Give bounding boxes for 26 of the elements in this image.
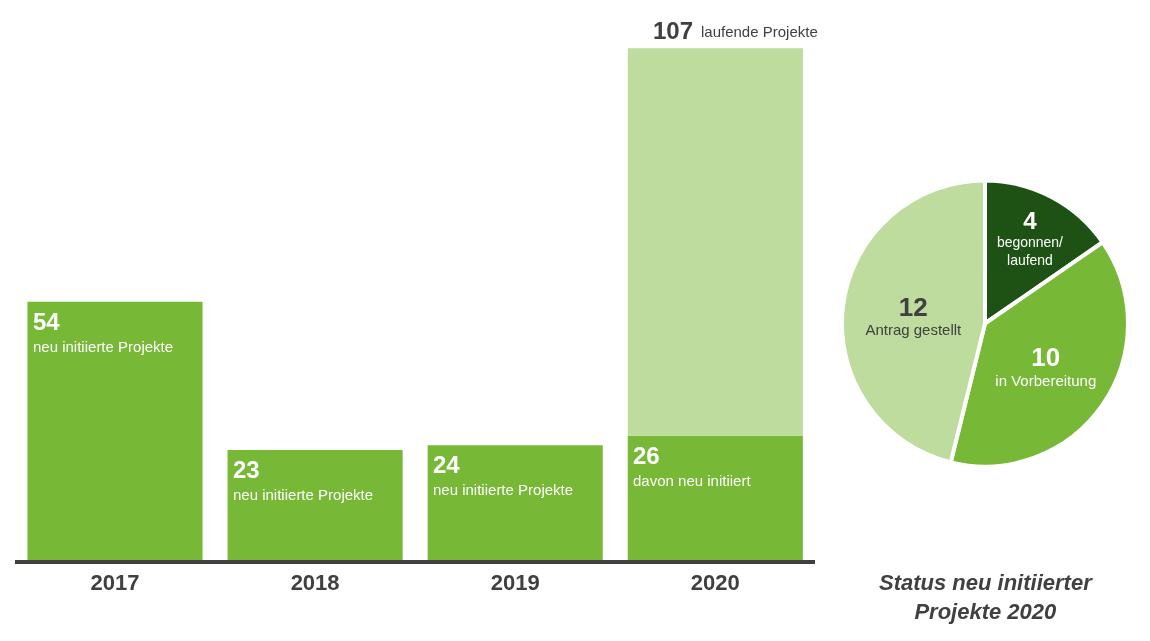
data-label: 24 xyxy=(433,451,461,478)
data-label: 4 xyxy=(1023,206,1038,234)
x-tick-label: 2020 xyxy=(690,570,740,596)
annotation: davon neu initiiert xyxy=(633,472,752,489)
bar xyxy=(27,301,203,560)
slice-label: Antrag gestellt xyxy=(865,321,963,339)
slice-label: in Vorbereitung xyxy=(995,371,1097,389)
x-tick-label: 2018 xyxy=(290,570,340,596)
slice-label: begonnen/laufend xyxy=(996,233,1064,268)
bar xyxy=(227,450,403,560)
data-label: 10 xyxy=(1031,342,1061,373)
x-tick-label: 2017 xyxy=(90,570,140,596)
data-label: 54 xyxy=(33,308,61,335)
x-tick-label: 2019 xyxy=(490,570,540,596)
annotation: neu initiierte Projekte xyxy=(33,338,174,355)
bar xyxy=(627,48,803,436)
bar xyxy=(427,445,603,560)
annotation: neu initiierte Projekte xyxy=(433,481,574,498)
annotation: laufende Projekte xyxy=(701,23,818,40)
bar xyxy=(627,435,803,560)
data-label: 12 xyxy=(898,291,928,322)
data-label: 26 xyxy=(633,442,660,469)
annotation: neu initiierte Projekte xyxy=(233,486,374,503)
total-label: 107 xyxy=(653,17,694,44)
data-label: 23 xyxy=(233,456,260,483)
text: Status neu initiierter Projekte 2020 xyxy=(879,570,1094,624)
